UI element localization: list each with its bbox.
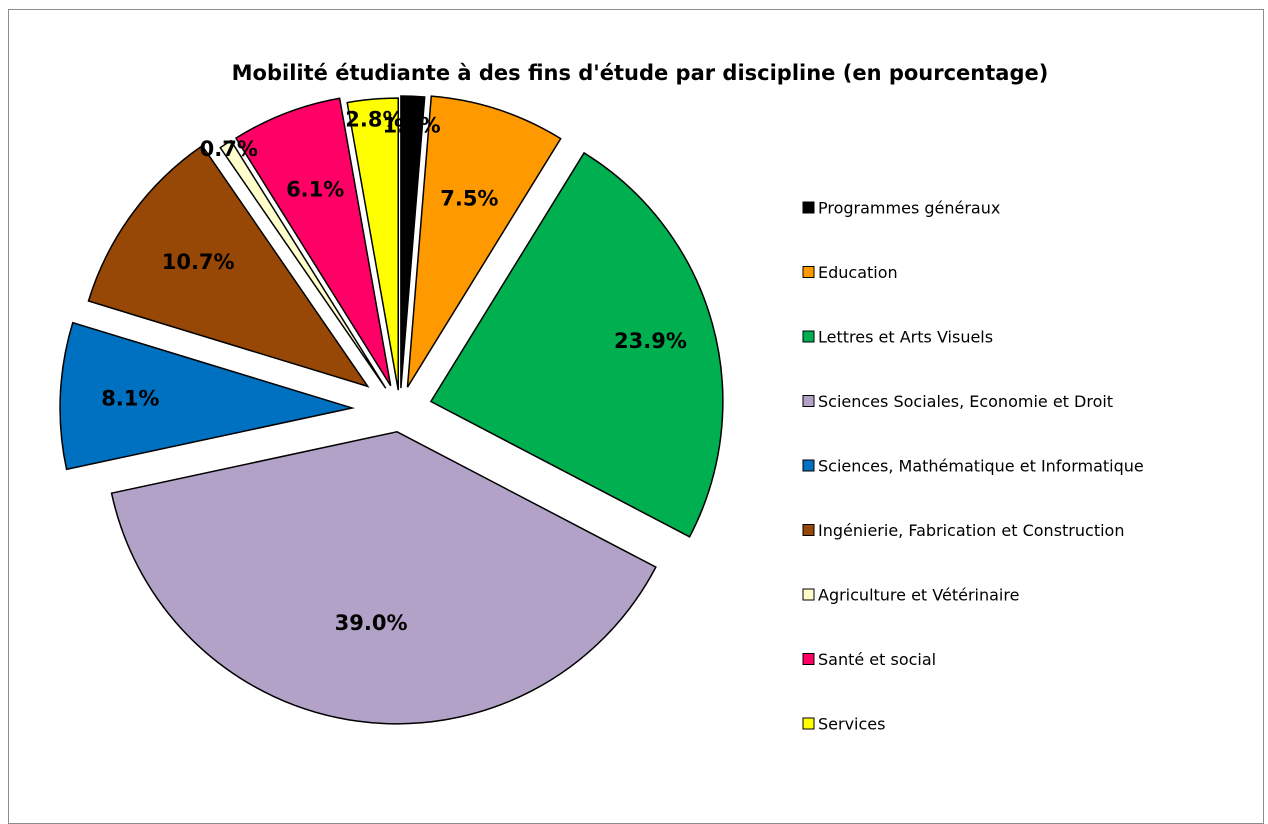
legend-label-2: Education — [818, 263, 898, 282]
legend-swatch-1 — [802, 201, 815, 214]
data-label-4: 39.0% — [335, 611, 408, 635]
data-label-6: 10.7% — [162, 250, 235, 274]
pie-slice-4 — [110, 431, 657, 725]
legend-label-5: Sciences, Mathématique et Informatique — [818, 457, 1144, 476]
pie-slice-9 — [346, 97, 399, 391]
data-label-9: 2.8% — [345, 108, 403, 132]
pie-slice-3 — [429, 151, 724, 538]
legend: Programmes généraux Education Lettres et A… — [802, 199, 1144, 734]
legend-label-9: Services — [818, 715, 885, 734]
legend-swatch-5 — [802, 459, 815, 472]
legend-label-8: Santé et social — [818, 650, 936, 669]
legend-label-7: Agriculture et Vétérinaire — [818, 586, 1019, 605]
legend-swatch-4 — [802, 395, 815, 407]
data-label-1: 1.3% — [382, 113, 440, 137]
pie-slice-6 — [87, 144, 370, 388]
legend-swatch-2 — [802, 266, 815, 278]
legend-swatch-6 — [802, 524, 815, 536]
pie-slice-2 — [406, 95, 562, 388]
pie-slices — [59, 95, 724, 725]
legend-label-3: Lettres et Arts Visuels — [818, 328, 993, 347]
data-label-7: 0.7% — [200, 137, 258, 161]
legend-label-4: Sciences Sociales, Economie et Droit — [818, 392, 1113, 411]
chart-title: Mobilité étudiante à des fins d'étude pa… — [232, 61, 1049, 85]
legend-swatch-8 — [802, 653, 815, 665]
data-label-8: 6.1% — [286, 178, 344, 202]
pie-slice-1 — [400, 95, 426, 389]
legend-swatch-9 — [802, 717, 815, 730]
legend-label-1: Programmes généraux — [818, 199, 1000, 218]
data-label-5: 8.1% — [101, 387, 159, 411]
legend-swatch-3 — [802, 330, 815, 343]
pie-slice-5 — [59, 321, 356, 471]
pie-slice-7 — [219, 139, 387, 389]
slice-labels: 1.3% 7.5% 23.9% 39.0% 8.1% 10.7% 0.7% 6.1% 2.8% — [101, 108, 687, 635]
pie-slice-8 — [234, 97, 392, 387]
data-label-2: 7.5% — [440, 187, 498, 211]
legend-label-6: Ingénierie, Fabrication et Construction — [818, 521, 1124, 540]
legend-swatch-7 — [802, 588, 815, 601]
data-label-3: 23.9% — [614, 329, 687, 353]
